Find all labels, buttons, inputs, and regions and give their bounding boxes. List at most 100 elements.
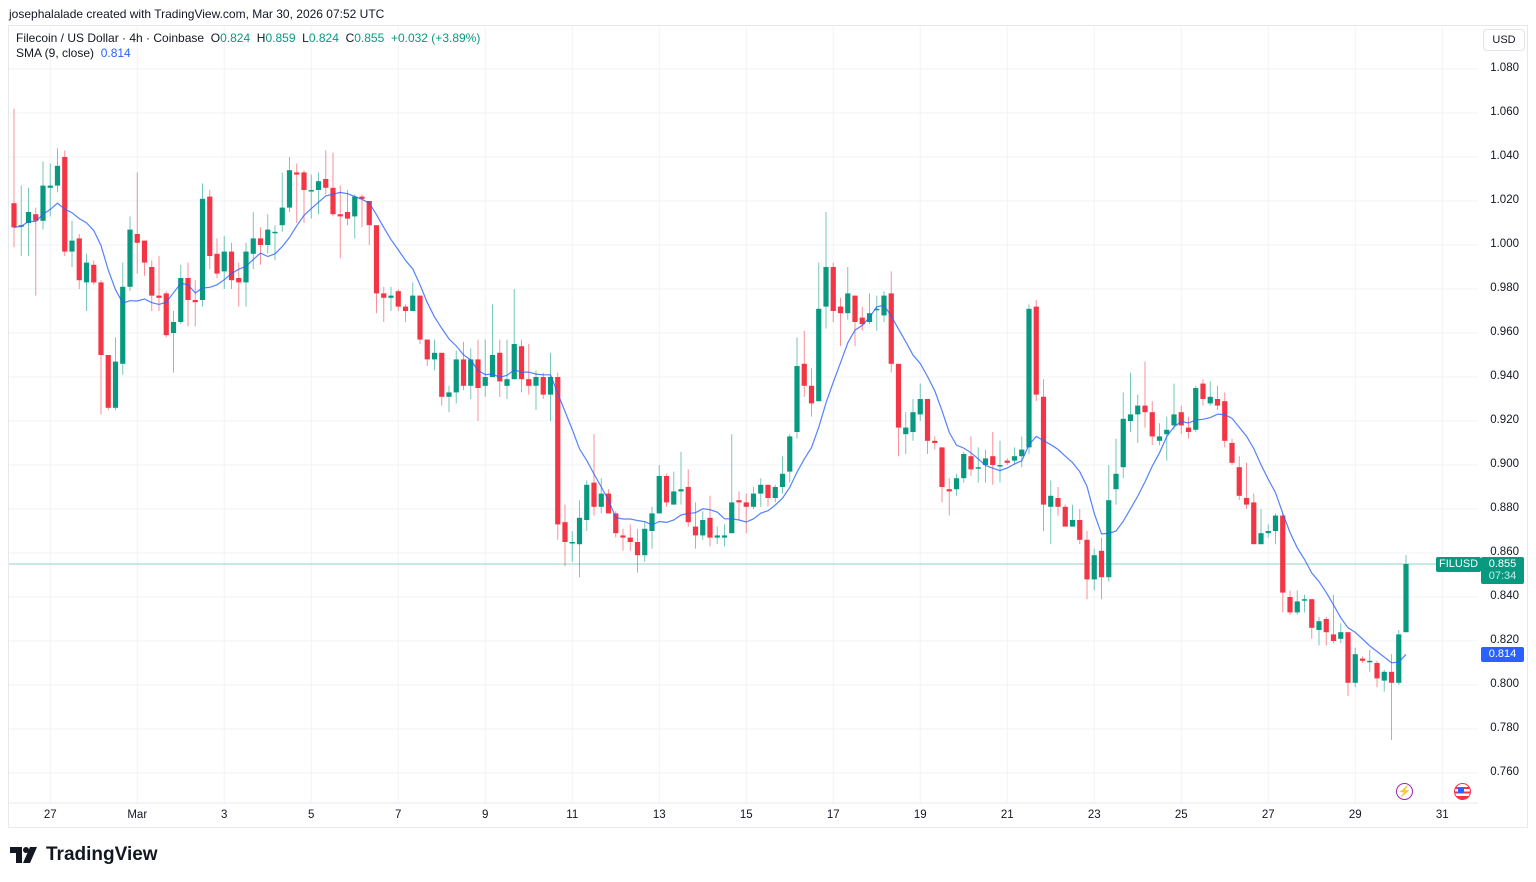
candle[interactable]: [504, 339, 510, 399]
candle[interactable]: [373, 225, 380, 314]
candle[interactable]: [946, 478, 952, 516]
candle[interactable]: [685, 469, 691, 527]
candle[interactable]: [163, 291, 169, 338]
candle[interactable]: [562, 504, 568, 567]
candle[interactable]: [714, 526, 720, 545]
candle[interactable]: [598, 478, 604, 514]
candle[interactable]: [584, 480, 590, 531]
candle[interactable]: [692, 502, 699, 549]
candle[interactable]: [794, 337, 800, 439]
candle[interactable]: [903, 412, 909, 454]
candle[interactable]: [779, 456, 786, 494]
candle[interactable]: [344, 190, 351, 226]
candle[interactable]: [11, 108, 17, 248]
candle[interactable]: [214, 238, 220, 278]
candle[interactable]: [1309, 599, 1315, 639]
candle[interactable]: [1359, 656, 1366, 663]
candle[interactable]: [1033, 300, 1039, 402]
candle[interactable]: [1004, 458, 1010, 465]
tradingview-logo[interactable]: TradingView: [10, 844, 158, 866]
candle[interactable]: [170, 311, 177, 373]
candle[interactable]: [323, 150, 329, 195]
candle[interactable]: [721, 524, 728, 547]
candle[interactable]: [1048, 480, 1054, 545]
candle[interactable]: [1272, 513, 1279, 545]
candle[interactable]: [917, 383, 923, 421]
candle[interactable]: [62, 150, 68, 256]
candle[interactable]: [497, 339, 503, 397]
candle[interactable]: [1323, 616, 1329, 646]
candle[interactable]: [910, 399, 916, 441]
candle[interactable]: [1229, 438, 1235, 465]
candle[interactable]: [576, 500, 583, 578]
candle[interactable]: [1207, 381, 1213, 406]
candle[interactable]: [1127, 372, 1134, 432]
candle[interactable]: [881, 291, 887, 322]
candle[interactable]: [265, 214, 271, 254]
candle[interactable]: [990, 432, 996, 485]
candle[interactable]: [1280, 513, 1286, 613]
candle[interactable]: [924, 399, 931, 454]
candle[interactable]: [1011, 447, 1018, 465]
candle[interactable]: [511, 289, 517, 380]
candle[interactable]: [1171, 383, 1177, 430]
candle[interactable]: [888, 271, 894, 373]
candle[interactable]: [620, 528, 626, 551]
candle[interactable]: [953, 473, 960, 496]
candle[interactable]: [1396, 630, 1402, 685]
candle[interactable]: [975, 447, 981, 483]
symbol-title[interactable]: Filecoin / US Dollar · 4h · Coinbase: [16, 31, 205, 45]
candle[interactable]: [1403, 555, 1409, 633]
candle[interactable]: [272, 225, 278, 261]
candle[interactable]: [729, 434, 735, 534]
candle[interactable]: [308, 174, 314, 219]
candle[interactable]: [1149, 401, 1155, 446]
candle[interactable]: [366, 201, 372, 245]
candle[interactable]: [758, 478, 764, 507]
candle[interactable]: [700, 511, 706, 540]
candle[interactable]: [1258, 509, 1264, 545]
candle[interactable]: [1193, 385, 1199, 432]
candle[interactable]: [91, 260, 97, 285]
candle[interactable]: [482, 339, 488, 397]
candle[interactable]: [1214, 385, 1221, 410]
candle[interactable]: [1381, 669, 1387, 692]
candle[interactable]: [120, 262, 126, 375]
candle[interactable]: [678, 451, 684, 505]
candle[interactable]: [649, 506, 655, 549]
candle[interactable]: [743, 493, 749, 534]
candle[interactable]: [772, 484, 778, 503]
candle[interactable]: [540, 372, 546, 399]
candle[interactable]: [1069, 504, 1076, 527]
candle[interactable]: [83, 253, 90, 311]
candle[interactable]: [765, 484, 771, 507]
candle[interactable]: [627, 524, 633, 551]
candle[interactable]: [395, 289, 401, 311]
candle[interactable]: [54, 148, 61, 193]
candle[interactable]: [968, 436, 974, 476]
candle[interactable]: [997, 440, 1003, 483]
candle[interactable]: [663, 473, 670, 507]
candle[interactable]: [1077, 509, 1083, 545]
candle[interactable]: [808, 368, 815, 417]
candle[interactable]: [895, 363, 902, 457]
candle[interactable]: [1178, 405, 1184, 435]
candle[interactable]: [1040, 379, 1047, 531]
candle[interactable]: [656, 465, 662, 514]
candle[interactable]: [352, 194, 358, 239]
candle[interactable]: [40, 161, 46, 230]
candle[interactable]: [671, 471, 677, 505]
candle[interactable]: [634, 528, 641, 573]
candle[interactable]: [460, 341, 467, 391]
candle[interactable]: [1301, 594, 1308, 613]
candle[interactable]: [489, 304, 496, 377]
candle[interactable]: [424, 339, 430, 366]
candle[interactable]: [1135, 394, 1141, 443]
candle[interactable]: [243, 242, 249, 307]
candle[interactable]: [707, 495, 713, 547]
candle[interactable]: [801, 330, 807, 397]
lightning-icon[interactable]: ⚡: [1396, 783, 1413, 800]
candle[interactable]: [526, 344, 532, 395]
candle[interactable]: [787, 434, 793, 483]
candle[interactable]: [47, 163, 53, 217]
